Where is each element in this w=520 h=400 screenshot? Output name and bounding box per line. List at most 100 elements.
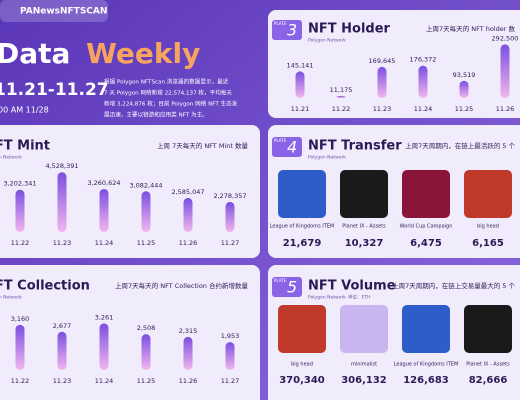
panel	[268, 125, 520, 258]
item-image	[340, 305, 388, 353]
time: 00 AM 11/28	[0, 106, 49, 115]
value-label: 2,585,047	[171, 188, 204, 196]
x-label: 11.24	[95, 377, 114, 385]
x-label: 11.22	[11, 377, 30, 385]
value-label: 169,645	[369, 57, 396, 65]
x-label: 11.21	[291, 105, 310, 113]
item-name: League of Kingdoms ITEM	[394, 362, 459, 368]
item-name: League of Kingdoms ITEM	[270, 224, 335, 230]
bar	[500, 44, 510, 98]
item-image	[340, 170, 388, 218]
plate-label: PLATE	[274, 21, 287, 26]
item-name: Planet IX - Assets	[466, 362, 510, 368]
bar	[99, 323, 109, 370]
x-label: 11.22	[332, 105, 351, 113]
item-image	[464, 170, 512, 218]
item-value: 306,132	[341, 375, 387, 386]
x-label: 11.25	[137, 377, 156, 385]
bar	[183, 197, 193, 232]
value-label: 3,160	[11, 315, 30, 323]
plate-number: 5	[287, 278, 297, 297]
item-name: World Cup Campaign	[400, 224, 453, 230]
dates: 11.21-11.27	[0, 80, 109, 100]
bar	[99, 188, 109, 232]
x-label: 11.24	[414, 105, 433, 113]
plate-label: PLATE	[274, 278, 287, 283]
bar	[15, 324, 25, 370]
panel-unit: 单位：ETH	[348, 294, 370, 301]
bar	[57, 331, 67, 370]
item-name: big head	[477, 224, 499, 230]
value-label: 3,082,444	[129, 181, 162, 189]
item-name: big head	[291, 362, 313, 368]
bar	[141, 191, 151, 232]
value-label: 292,500	[492, 34, 519, 42]
plate-badge	[272, 20, 302, 40]
panel-note: 上周7天周期内，在链上最活跃的 5 个	[405, 141, 515, 150]
value-label: 145,141	[287, 61, 314, 69]
bar	[225, 342, 235, 370]
item-value: 21,679	[283, 238, 322, 249]
panel	[268, 265, 520, 400]
panel-note: 上周 7天每天的 NFT Mint 数量	[157, 141, 248, 150]
panel-title: NFT Mint	[0, 139, 50, 154]
value-label: 3,260,624	[87, 179, 120, 187]
panel	[268, 10, 520, 118]
panel-note: 上周7天每天的 NFT holder 数	[426, 24, 515, 33]
value-label: 4,528,391	[45, 162, 78, 170]
panel-network: Polygon Network	[0, 295, 22, 301]
bar	[183, 336, 193, 370]
item-name: minimalist	[351, 362, 377, 368]
panel-note: 上周7天每天的 NFT Collection 合约新增数量	[115, 281, 248, 290]
panel-title: NFT Transfer	[308, 139, 402, 154]
panel-network: Polygon Network	[308, 38, 346, 44]
intro-line: 新增 3,224,876 枚；目前 Polygon 网络 NFT 生态发	[104, 100, 238, 108]
value-label: 2,278,357	[213, 192, 246, 200]
x-label: 11.23	[53, 239, 72, 247]
plate-number: 3	[287, 21, 297, 40]
value-label: 11,175	[330, 86, 353, 94]
panel-note: 上周7天周期内，在链上交易量最大的 5 个	[392, 281, 515, 290]
value-label: 93,519	[453, 71, 476, 79]
bar	[141, 334, 151, 370]
value-label: 2,315	[179, 327, 198, 335]
x-label: 11.27	[221, 377, 240, 385]
x-label: 11.25	[137, 239, 156, 247]
value-label: 3,261	[95, 313, 114, 321]
x-label: 11.23	[373, 105, 392, 113]
title-a: Data	[0, 37, 70, 70]
item-image	[402, 305, 450, 353]
intro-line: 展迅速，主要以链游和应用类 NFT 为主。	[104, 111, 208, 119]
value-label: 2,508	[137, 324, 156, 332]
bar	[225, 201, 235, 232]
value-label: 3,202,341	[3, 180, 36, 188]
panel-title: NFT Collection	[0, 279, 90, 294]
value-label: 176,372	[410, 56, 437, 64]
bar	[418, 65, 428, 98]
item-image	[278, 170, 326, 218]
item-image	[278, 305, 326, 353]
bar	[459, 80, 469, 98]
item-value: 10,327	[345, 238, 384, 249]
plate-badge	[272, 277, 302, 297]
bar	[15, 189, 25, 232]
item-image	[464, 305, 512, 353]
bar	[295, 71, 305, 98]
item-value: 126,683	[403, 375, 449, 386]
value-label: 1,953	[221, 332, 240, 340]
bar	[336, 95, 346, 98]
x-label: 11.26	[496, 105, 515, 113]
x-label: 11.22	[11, 239, 30, 247]
x-label: 11.26	[179, 239, 198, 247]
item-value: 6,475	[410, 238, 442, 249]
x-label: 11.23	[53, 377, 72, 385]
intro-line: 根据 Polygon NFTScan 浏览器的数据显示，最近	[104, 78, 229, 86]
value-label: 2,677	[53, 322, 72, 330]
bar	[377, 66, 387, 98]
panel-network: Polygon Network	[0, 155, 22, 161]
title-b: Weekly	[86, 37, 200, 70]
x-label: 11.25	[455, 105, 474, 113]
x-label: 11.26	[179, 377, 198, 385]
